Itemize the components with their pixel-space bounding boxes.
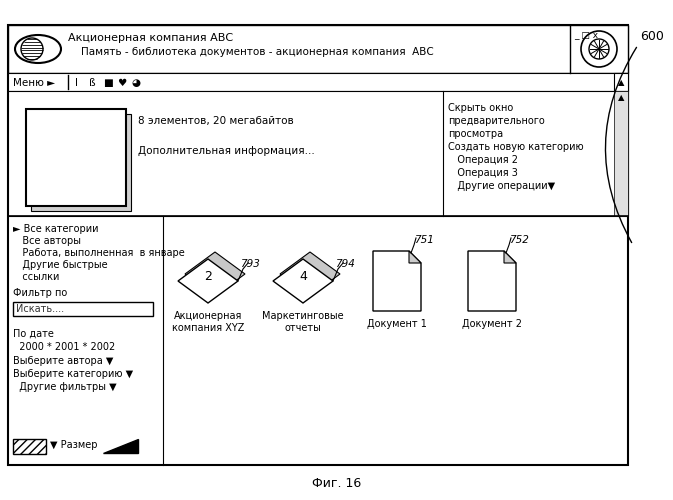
Polygon shape — [103, 439, 138, 453]
Circle shape — [21, 38, 43, 60]
Text: Документ 2: Документ 2 — [462, 319, 522, 329]
Text: ♥: ♥ — [117, 78, 127, 88]
Text: Меню ►: Меню ► — [13, 78, 55, 88]
Bar — [614, 73, 628, 91]
Text: Память - библиотека документов - акционерная компания  АВС: Память - библиотека документов - акционе… — [68, 47, 434, 57]
Text: 600: 600 — [640, 30, 664, 43]
Text: Скрыть окно: Скрыть окно — [448, 103, 513, 113]
Text: ◕: ◕ — [131, 78, 140, 88]
Text: Работа, выполненная  в январе: Работа, выполненная в январе — [13, 248, 185, 258]
Text: I: I — [75, 78, 78, 88]
Text: 793: 793 — [240, 259, 260, 269]
Text: ▲: ▲ — [618, 78, 625, 87]
Text: Другие быстрые: Другие быстрые — [13, 260, 108, 270]
Text: предварительного: предварительного — [448, 116, 544, 126]
Text: Фиг. 16: Фиг. 16 — [312, 477, 361, 490]
Text: ▲: ▲ — [618, 93, 625, 102]
Text: Выберите категорию ▼: Выберите категорию ▼ — [13, 369, 133, 379]
Circle shape — [589, 39, 609, 59]
Text: Маркетинговые: Маркетинговые — [262, 311, 344, 321]
Text: 751: 751 — [414, 235, 434, 245]
Text: Искать....: Искать.... — [16, 304, 64, 314]
Polygon shape — [178, 259, 238, 303]
Ellipse shape — [15, 35, 61, 63]
Bar — [26, 109, 126, 206]
Text: 2: 2 — [204, 270, 212, 283]
Text: Операция 3: Операция 3 — [448, 168, 518, 178]
Text: 2000 * 2001 * 2002: 2000 * 2001 * 2002 — [13, 342, 115, 352]
Bar — [31, 114, 131, 211]
Text: ссылки: ссылки — [13, 272, 59, 282]
Bar — [13, 302, 153, 316]
Text: Фильтр по: Фильтр по — [13, 288, 67, 298]
Text: 794: 794 — [335, 259, 355, 269]
Text: Документ 1: Документ 1 — [367, 319, 427, 329]
Text: Все авторы: Все авторы — [13, 236, 81, 246]
Text: Дополнительная информация...: Дополнительная информация... — [138, 146, 315, 156]
Polygon shape — [468, 251, 516, 311]
Text: ▼ Размер: ▼ Размер — [50, 440, 98, 450]
Bar — [614, 91, 628, 216]
Text: Акционерная компания АВС: Акционерная компания АВС — [68, 33, 233, 43]
Bar — [8, 73, 628, 91]
Text: Другие операции▼: Другие операции▼ — [448, 181, 555, 191]
Text: 752: 752 — [509, 235, 529, 245]
Bar — [13, 439, 46, 454]
Text: 4: 4 — [299, 270, 307, 283]
Text: _ □ x: _ □ x — [574, 31, 598, 40]
Text: ß: ß — [89, 78, 96, 88]
Polygon shape — [273, 259, 333, 303]
Text: По дате: По дате — [13, 329, 54, 339]
Polygon shape — [373, 251, 421, 311]
Text: просмотра: просмотра — [448, 129, 503, 139]
Text: Создать новую категорию: Создать новую категорию — [448, 142, 583, 152]
Text: ► Все категории: ► Все категории — [13, 224, 98, 234]
Text: отчеты: отчеты — [285, 323, 322, 333]
Bar — [8, 25, 628, 73]
Bar — [8, 25, 628, 465]
Polygon shape — [185, 252, 245, 296]
Circle shape — [581, 31, 617, 67]
Polygon shape — [280, 252, 340, 296]
Text: Другие фильтры ▼: Другие фильтры ▼ — [13, 382, 116, 392]
Text: Акционерная: Акционерная — [174, 311, 242, 321]
FancyArrowPatch shape — [606, 48, 637, 242]
Text: Выберите автора ▼: Выберите автора ▼ — [13, 356, 113, 366]
Polygon shape — [409, 251, 421, 263]
Text: ■: ■ — [103, 78, 113, 88]
Text: компания XYZ: компания XYZ — [172, 323, 244, 333]
Bar — [8, 91, 628, 216]
Polygon shape — [504, 251, 516, 263]
Text: Операция 2: Операция 2 — [448, 155, 518, 165]
Text: 8 элементов, 20 мегабайтов: 8 элементов, 20 мегабайтов — [138, 116, 293, 126]
